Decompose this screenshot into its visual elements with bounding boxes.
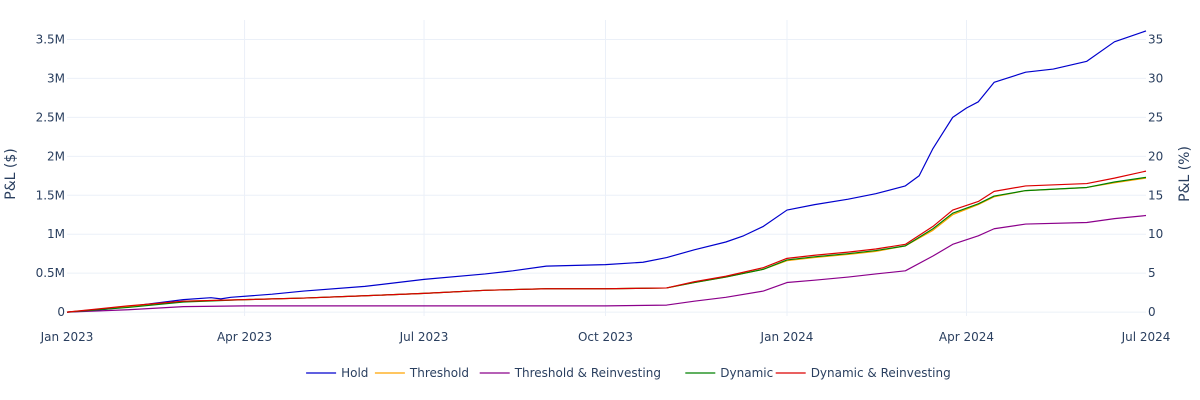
y-right-tick-label: 0 <box>1148 305 1156 319</box>
x-tick-label: Apr 2023 <box>217 330 272 344</box>
y-right-axis-title: P&L (%) <box>1177 146 1193 202</box>
y-left-axis-title: P&L ($) <box>3 148 19 199</box>
series-line-hold <box>66 30 1147 313</box>
x-axis-ticks: Jan 2023 Apr 2023 Jul 2023 Oct 2023 Jan 2024… <box>40 330 1171 344</box>
x-tick-label: Jul 2024 <box>1121 330 1171 344</box>
y-right-tick-label: 30 <box>1148 71 1163 85</box>
legend-label: Threshold <box>409 366 469 380</box>
y-left-tick-label: 3.5M <box>36 32 65 46</box>
legend-item[interactable]: Threshold <box>374 366 469 380</box>
y-right-tick-label: 35 <box>1148 32 1163 46</box>
grid-lines <box>67 20 1146 316</box>
legend-item[interactable]: Threshold & Reinvesting <box>479 366 661 380</box>
y-left-tick-label: 2M <box>47 149 65 163</box>
y-left-axis-ticks: 0 0.5M 1M 1.5M 2M 2.5M 3M 3.5M <box>36 32 65 319</box>
x-tick-label: Jan 2024 <box>760 330 814 344</box>
series-line-threshold-reinvesting <box>66 214 1147 313</box>
y-left-tick-label: 0 <box>57 305 65 319</box>
x-tick-label: Apr 2024 <box>939 330 994 344</box>
y-right-tick-label: 5 <box>1148 266 1156 280</box>
y-right-tick-label: 10 <box>1148 227 1163 241</box>
series-line-dynamic-reinvesting <box>66 170 1147 313</box>
y-right-axis-ticks: 0 5 10 15 20 25 30 35 <box>1148 32 1163 319</box>
legend-item[interactable]: Dynamic <box>685 366 773 380</box>
series-lines <box>66 30 1147 313</box>
legend: Hold Threshold Threshold & Reinvesting Dyna… <box>306 366 951 380</box>
y-left-tick-label: 1.5M <box>36 188 65 202</box>
legend-item[interactable]: Hold <box>306 366 368 380</box>
y-right-tick-label: 25 <box>1148 110 1163 124</box>
y-left-tick-label: 1M <box>47 227 65 241</box>
x-tick-label: Oct 2023 <box>578 330 633 344</box>
y-left-tick-label: 2.5M <box>36 110 65 124</box>
legend-label: Hold <box>341 366 368 380</box>
y-right-tick-label: 20 <box>1148 149 1163 163</box>
legend-item[interactable]: Dynamic & Reinvesting <box>775 366 951 380</box>
y-right-tick-label: 15 <box>1148 188 1163 202</box>
legend-label: Dynamic & Reinvesting <box>811 366 951 380</box>
legend-label: Dynamic <box>720 366 773 380</box>
y-left-tick-label: 3M <box>47 71 65 85</box>
x-tick-label: Jul 2023 <box>399 330 449 344</box>
x-tick-label: Jan 2023 <box>40 330 94 344</box>
y-left-tick-label: 0.5M <box>36 266 65 280</box>
legend-label: Threshold & Reinvesting <box>514 366 661 380</box>
